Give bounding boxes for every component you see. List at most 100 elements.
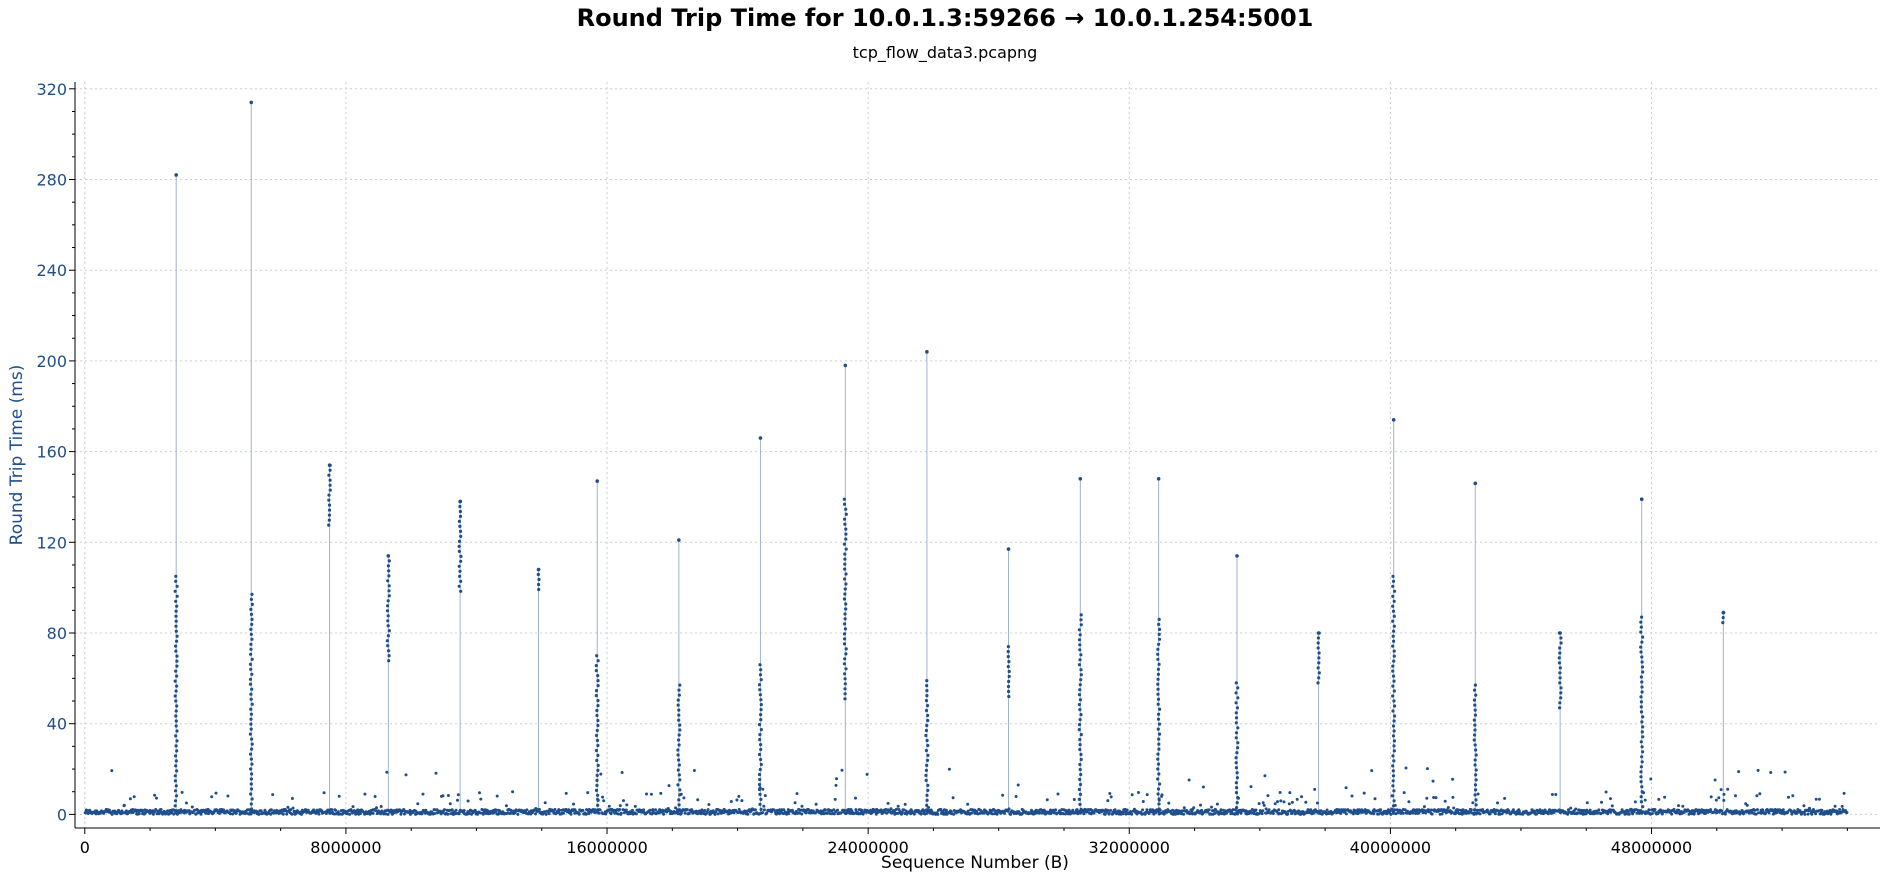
data-point bbox=[833, 797, 837, 801]
data-point bbox=[753, 808, 757, 812]
data-point bbox=[735, 798, 739, 802]
data-point bbox=[1156, 677, 1160, 681]
data-point bbox=[1157, 642, 1161, 646]
data-point bbox=[1493, 812, 1497, 816]
data-point bbox=[1639, 650, 1643, 654]
data-point bbox=[1249, 785, 1253, 789]
data-point bbox=[1391, 619, 1395, 623]
data-point bbox=[1082, 812, 1086, 816]
data-point bbox=[924, 773, 928, 778]
data-point bbox=[676, 783, 680, 787]
data-point bbox=[537, 567, 541, 572]
data-point bbox=[1401, 811, 1405, 815]
data-point bbox=[478, 811, 482, 815]
data-point bbox=[1430, 808, 1434, 812]
data-point bbox=[1156, 652, 1160, 656]
data-point bbox=[1239, 811, 1243, 815]
data-point bbox=[936, 812, 940, 816]
data-point bbox=[1390, 807, 1394, 811]
data-point bbox=[677, 708, 681, 712]
data-point bbox=[1597, 808, 1601, 812]
data-point bbox=[1130, 793, 1134, 797]
data-point bbox=[459, 579, 463, 583]
data-point bbox=[665, 809, 669, 813]
data-point bbox=[729, 800, 733, 803]
data-point bbox=[564, 807, 568, 811]
data-point bbox=[1641, 635, 1645, 639]
data-point bbox=[1558, 646, 1562, 650]
data-point bbox=[1077, 723, 1082, 727]
data-point bbox=[1276, 800, 1279, 804]
data-point bbox=[1473, 688, 1477, 692]
data-point bbox=[1282, 800, 1286, 804]
data-point bbox=[558, 808, 562, 812]
data-point bbox=[151, 812, 155, 816]
data-point bbox=[1079, 752, 1083, 757]
data-point bbox=[1558, 651, 1562, 655]
data-point bbox=[1313, 787, 1317, 791]
data-point bbox=[175, 749, 179, 753]
data-point bbox=[153, 793, 157, 797]
data-point bbox=[1006, 547, 1011, 551]
data-point bbox=[1275, 810, 1279, 814]
data-point bbox=[596, 699, 600, 703]
data-point bbox=[843, 592, 847, 596]
data-point bbox=[1315, 801, 1319, 805]
data-point bbox=[456, 793, 460, 797]
data-point bbox=[1156, 682, 1160, 686]
data-point bbox=[175, 704, 179, 708]
data-point bbox=[1473, 481, 1478, 486]
data-point bbox=[1001, 793, 1005, 797]
data-point bbox=[596, 659, 600, 663]
data-point bbox=[249, 597, 253, 602]
y-tick-label: 240 bbox=[36, 261, 67, 280]
data-point bbox=[1391, 674, 1396, 678]
y-tick-label: 80 bbox=[47, 624, 67, 643]
x-tick-label: 48000000 bbox=[1611, 838, 1692, 857]
data-point bbox=[385, 609, 390, 613]
data-point bbox=[758, 663, 762, 667]
data-point bbox=[1734, 794, 1737, 798]
data-point bbox=[174, 669, 178, 673]
data-point bbox=[758, 688, 762, 692]
data-point bbox=[595, 713, 599, 718]
data-point bbox=[759, 747, 763, 752]
data-point bbox=[1639, 765, 1643, 769]
data-point bbox=[1473, 763, 1477, 767]
data-point bbox=[1106, 799, 1110, 803]
data-point bbox=[1517, 809, 1521, 813]
data-point bbox=[1640, 785, 1644, 789]
data-point bbox=[373, 795, 377, 798]
data-point bbox=[1653, 808, 1657, 811]
data-point bbox=[173, 694, 177, 698]
data-point bbox=[1391, 724, 1396, 728]
data-point bbox=[1077, 638, 1082, 642]
data-point bbox=[259, 809, 263, 813]
data-point bbox=[1745, 803, 1749, 807]
data-point bbox=[835, 777, 839, 781]
data-point bbox=[386, 634, 390, 638]
data-point bbox=[1391, 779, 1395, 783]
data-point bbox=[214, 791, 218, 795]
data-point bbox=[249, 607, 253, 612]
data-point bbox=[854, 796, 857, 800]
data-point bbox=[1627, 812, 1631, 816]
data-point bbox=[1639, 497, 1644, 502]
chart-title: Round Trip Time for 10.0.1.3:59266 → 10.… bbox=[577, 4, 1314, 32]
data-point bbox=[924, 699, 929, 703]
data-point bbox=[1488, 811, 1492, 815]
data-point bbox=[125, 809, 128, 813]
data-point bbox=[1610, 804, 1614, 808]
data-point bbox=[328, 468, 332, 472]
data-point bbox=[1460, 812, 1464, 816]
data-point bbox=[1474, 778, 1478, 782]
data-point bbox=[759, 757, 763, 762]
data-point bbox=[534, 812, 537, 816]
data-point bbox=[763, 794, 767, 798]
data-point bbox=[458, 524, 462, 529]
data-point bbox=[677, 688, 681, 692]
data-point bbox=[1201, 785, 1205, 789]
data-point bbox=[317, 812, 321, 816]
data-point bbox=[1584, 812, 1588, 816]
data-point bbox=[581, 808, 585, 812]
